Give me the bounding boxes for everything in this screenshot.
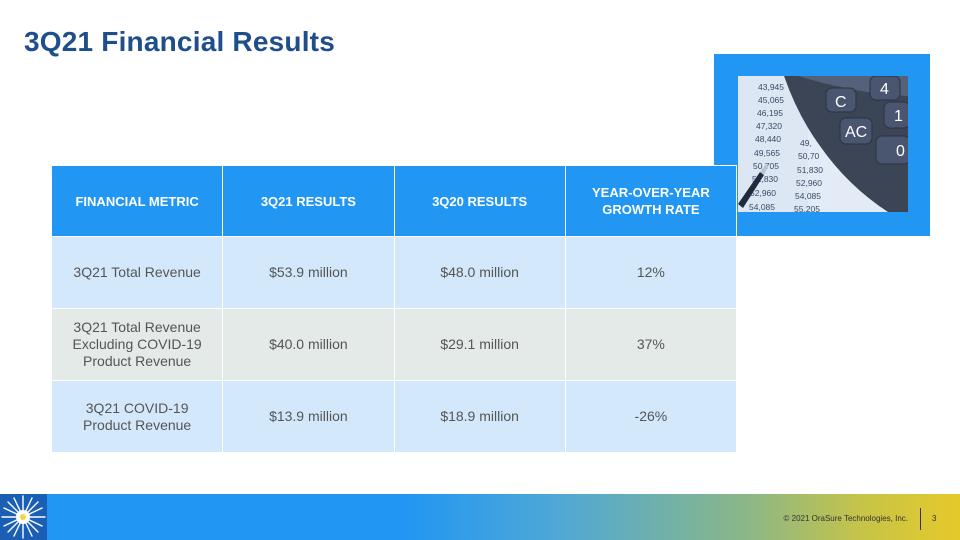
ledger-number: 47,320 bbox=[756, 121, 782, 131]
header-yoy-growth-rate: YEAR-OVER-YEAR GROWTH RATE bbox=[564, 165, 738, 237]
ledger-number: 54,085 bbox=[795, 191, 821, 201]
growth-cell: -26% bbox=[564, 380, 738, 453]
ledger-number: 52,960 bbox=[796, 178, 822, 188]
ledger-number: 48,440 bbox=[755, 134, 781, 144]
ledger-number: 50,70 bbox=[798, 151, 820, 161]
calculator-key-0: 0 bbox=[896, 143, 905, 160]
growth-cell: 12% bbox=[564, 236, 738, 309]
ledger-number: 51,830 bbox=[752, 174, 778, 184]
slide-title: 3Q21 Financial Results bbox=[24, 26, 335, 57]
header-financial-metric: FINANCIAL METRIC bbox=[50, 165, 224, 237]
header-3q21-results: 3Q21 RESULTS bbox=[222, 165, 395, 237]
value-cell: $53.9 million bbox=[222, 236, 395, 309]
page-number: 3 bbox=[932, 514, 937, 523]
value-cell: $18.9 million bbox=[393, 380, 566, 453]
calculator-illustration: 43,945 45,065 46,195 47,320 48,440 49,56… bbox=[738, 76, 908, 212]
value-cell: $48.0 million bbox=[393, 236, 566, 309]
starburst-icon bbox=[0, 494, 47, 540]
ledger-number: 54,085 bbox=[749, 202, 775, 212]
table-row: 3Q21 Total Revenue Excluding COVID-19 Pr… bbox=[50, 308, 738, 381]
ledger-number: 49, bbox=[800, 138, 812, 148]
ledger-number: 45,065 bbox=[758, 95, 784, 105]
ledger-number: 52,960 bbox=[750, 188, 776, 198]
copyright-text: © 2021 OraSure Technologies, Inc. bbox=[783, 514, 909, 523]
table-row: 3Q21 COVID-19 Product Revenue $13.9 mill… bbox=[50, 380, 738, 453]
value-cell: $29.1 million bbox=[393, 308, 566, 381]
value-cell: $40.0 million bbox=[222, 308, 395, 381]
ledger-number: 51,830 bbox=[797, 165, 823, 175]
footer-band bbox=[0, 494, 960, 540]
company-logo-icon bbox=[0, 494, 47, 540]
ledger-number: 49,565 bbox=[754, 148, 780, 158]
calculator-key-c: C bbox=[835, 94, 847, 111]
calculator-key-4: 4 bbox=[880, 81, 889, 98]
calculator-key-1: 1 bbox=[894, 108, 903, 125]
ledger-number: 46,195 bbox=[757, 108, 783, 118]
table-header-row: FINANCIAL METRIC 3Q21 RESULTS 3Q20 RESUL… bbox=[50, 165, 738, 237]
table-row: 3Q21 Total Revenue $53.9 million $48.0 m… bbox=[50, 236, 738, 309]
growth-cell: 37% bbox=[564, 308, 738, 381]
ledger-number: 55,205 bbox=[794, 204, 820, 212]
metric-cell: 3Q21 Total Revenue bbox=[50, 236, 224, 309]
metric-cell: 3Q21 COVID-19 Product Revenue bbox=[50, 380, 224, 453]
value-cell: $13.9 million bbox=[222, 380, 395, 453]
financial-results-table: FINANCIAL METRIC 3Q21 RESULTS 3Q20 RESUL… bbox=[50, 165, 738, 453]
calculator-key-ac: AC bbox=[845, 124, 867, 141]
metric-cell: 3Q21 Total Revenue Excluding COVID-19 Pr… bbox=[50, 308, 224, 381]
header-3q20-results: 3Q20 RESULTS bbox=[393, 165, 566, 237]
ledger-number: 43,945 bbox=[758, 82, 784, 92]
footer-divider bbox=[920, 508, 921, 530]
calculator-photo: 43,945 45,065 46,195 47,320 48,440 49,56… bbox=[738, 76, 908, 212]
